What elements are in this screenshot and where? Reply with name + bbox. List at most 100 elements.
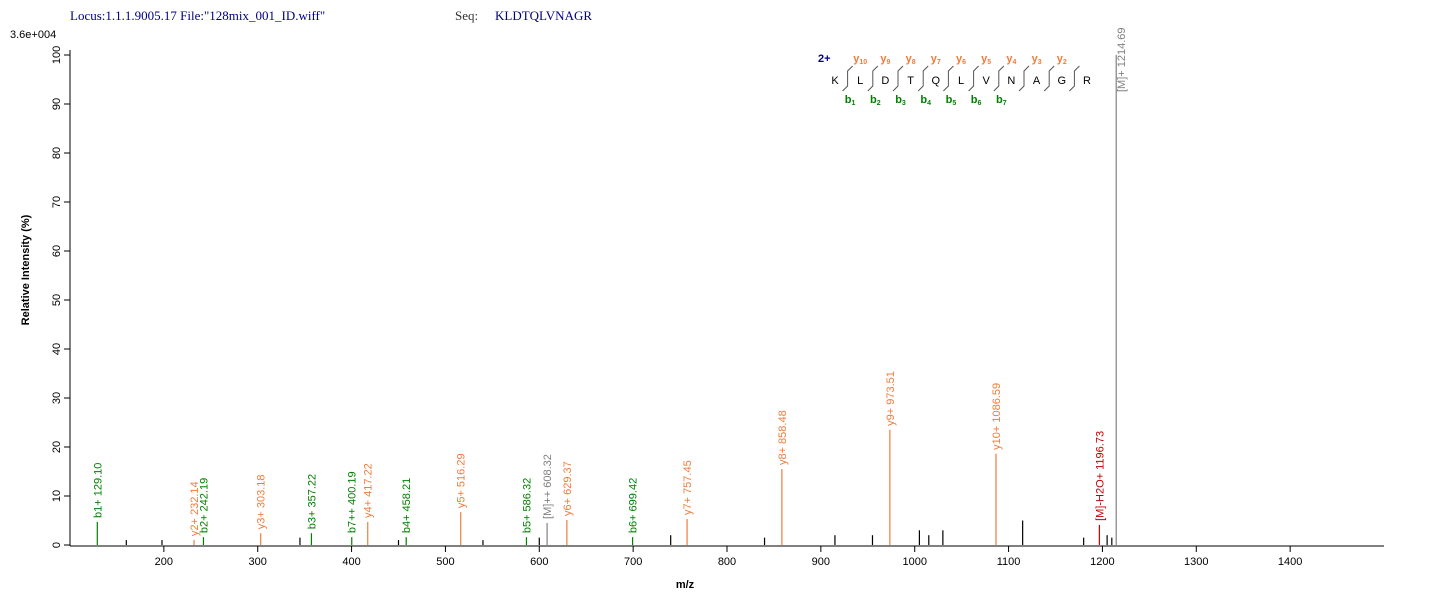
locus: Locus:1.1.1.9005.17 File:"128mix_001_ID.… (70, 8, 325, 23)
y-tick-label: 10 (51, 490, 63, 502)
break-marker (968, 65, 979, 92)
x-tick-label: 1000 (902, 556, 926, 568)
ion-letter: y (1006, 53, 1013, 65)
ion-letter: y (853, 53, 860, 65)
ion-label: b4 (920, 94, 931, 107)
y-tick-label: 80 (51, 147, 63, 159)
peak-label: b3+ 357.22 (306, 474, 318, 529)
ion-letter: b (920, 94, 927, 106)
peak-label: y2+ 232.14 (189, 481, 201, 536)
x-tick-label: 1200 (1090, 556, 1114, 568)
ion-label: y7 (931, 53, 941, 66)
x-axis-label: m/z (676, 579, 695, 591)
break-marker (867, 65, 879, 92)
peak-label: b6+ 699.42 (628, 478, 640, 533)
peak-label: y3+ 303.18 (256, 474, 268, 529)
residue: L (958, 75, 964, 87)
ion-label: b6 (971, 94, 982, 107)
residue: R (1083, 75, 1091, 87)
residue: N (1007, 75, 1015, 87)
peak-label: y10+ 1086.59 (991, 383, 1003, 450)
peak-label: y5+ 516.29 (456, 453, 468, 508)
ion-number: 3 (1038, 59, 1042, 66)
y-tick-label: 30 (51, 392, 63, 404)
peak-label: b7++ 400.19 (347, 471, 359, 533)
y-tick-label: 50 (51, 294, 63, 306)
x-tick-label: 1300 (1184, 556, 1208, 568)
x-tick-label: 500 (436, 556, 454, 568)
ion-letter: b (870, 94, 877, 106)
peak-label: y6+ 629.37 (562, 461, 574, 516)
ion-label: y3 (1032, 53, 1042, 66)
x-tick-label: 700 (624, 556, 642, 568)
y-tick-label: 20 (51, 441, 63, 453)
ion-letter: y (906, 53, 913, 65)
ion-letter: b (946, 94, 953, 106)
peak-label: b1+ 129.10 (92, 463, 104, 518)
x-tick-label: 200 (155, 556, 173, 568)
seq: KLDTQLVNAGR (495, 8, 592, 23)
peak-label: y9+ 973.51 (885, 371, 897, 426)
ion-letter: y (981, 53, 988, 65)
peak-label: b2+ 242.19 (198, 478, 210, 533)
y-tick-label: 0 (51, 542, 63, 548)
peak-label: [M]-H2O+ 1196.73 (1094, 431, 1106, 521)
break-marker (917, 65, 929, 92)
x-tick-label: 1100 (997, 556, 1021, 568)
peak-label: [M]++ 608.32 (542, 454, 554, 519)
ion-number: 7 (937, 59, 941, 66)
ion-number: 5 (987, 59, 991, 66)
ion-number: 8 (912, 59, 916, 66)
y-tick-label: 90 (51, 98, 63, 110)
ion-letter: y (1057, 53, 1064, 65)
ion-label: y5 (981, 53, 991, 66)
residue: Q (932, 75, 941, 87)
break-marker (943, 65, 954, 92)
ion-letter: y (1032, 53, 1039, 65)
ion-letter: y (880, 53, 887, 65)
residue: L (857, 75, 863, 87)
x-tick-label: 300 (249, 556, 267, 568)
intensity-scale: 3.6e+004 (10, 29, 56, 41)
ion-number: 4 (927, 100, 931, 107)
peak-label: [M]+ 1214.69 (1116, 27, 1128, 92)
break-marker (1069, 65, 1080, 92)
ion-number: 6 (978, 100, 982, 107)
ion-number: 4 (1013, 59, 1017, 66)
ion-number: 3 (902, 100, 906, 107)
y-axis-label: Relative Intensity (%) (20, 214, 32, 325)
ion-number: 10 (859, 59, 867, 66)
break-marker (1043, 65, 1055, 92)
ion-letter: b (845, 94, 852, 106)
break-marker (993, 65, 1005, 92)
residue: V (983, 75, 991, 87)
ion-label: y2 (1057, 53, 1067, 66)
ion-letter: y (931, 53, 938, 65)
ion-letter: b (996, 94, 1003, 106)
ion-number: 1 (852, 100, 856, 107)
ion-label: b2 (870, 94, 881, 107)
ion-label: b7 (996, 94, 1007, 107)
ion-letter: b (895, 94, 902, 106)
ion-label: b5 (946, 94, 957, 107)
ion-label: b1 (845, 94, 856, 107)
residue: A (1033, 75, 1041, 87)
y-tick-label: 100 (51, 46, 63, 64)
ion-number: 9 (887, 59, 891, 66)
ion-letter: b (971, 94, 978, 106)
peak-label: b4+ 458.21 (401, 478, 413, 533)
x-tick-label: 600 (530, 556, 548, 568)
y-tick-label: 60 (51, 245, 63, 257)
break-marker (842, 65, 853, 92)
y-tick-label: 40 (51, 343, 63, 355)
residue: T (907, 75, 914, 87)
residue: K (831, 75, 839, 87)
peak-label: y7+ 757.45 (682, 460, 694, 515)
x-tick-label: 800 (718, 556, 736, 568)
ion-number: 2 (1063, 59, 1067, 66)
y-tick-label: 70 (51, 196, 63, 208)
peak-label: y4+ 417.22 (363, 463, 375, 518)
ion-label: y6 (956, 53, 966, 66)
x-tick-label: 400 (342, 556, 360, 568)
break-marker (892, 65, 904, 92)
